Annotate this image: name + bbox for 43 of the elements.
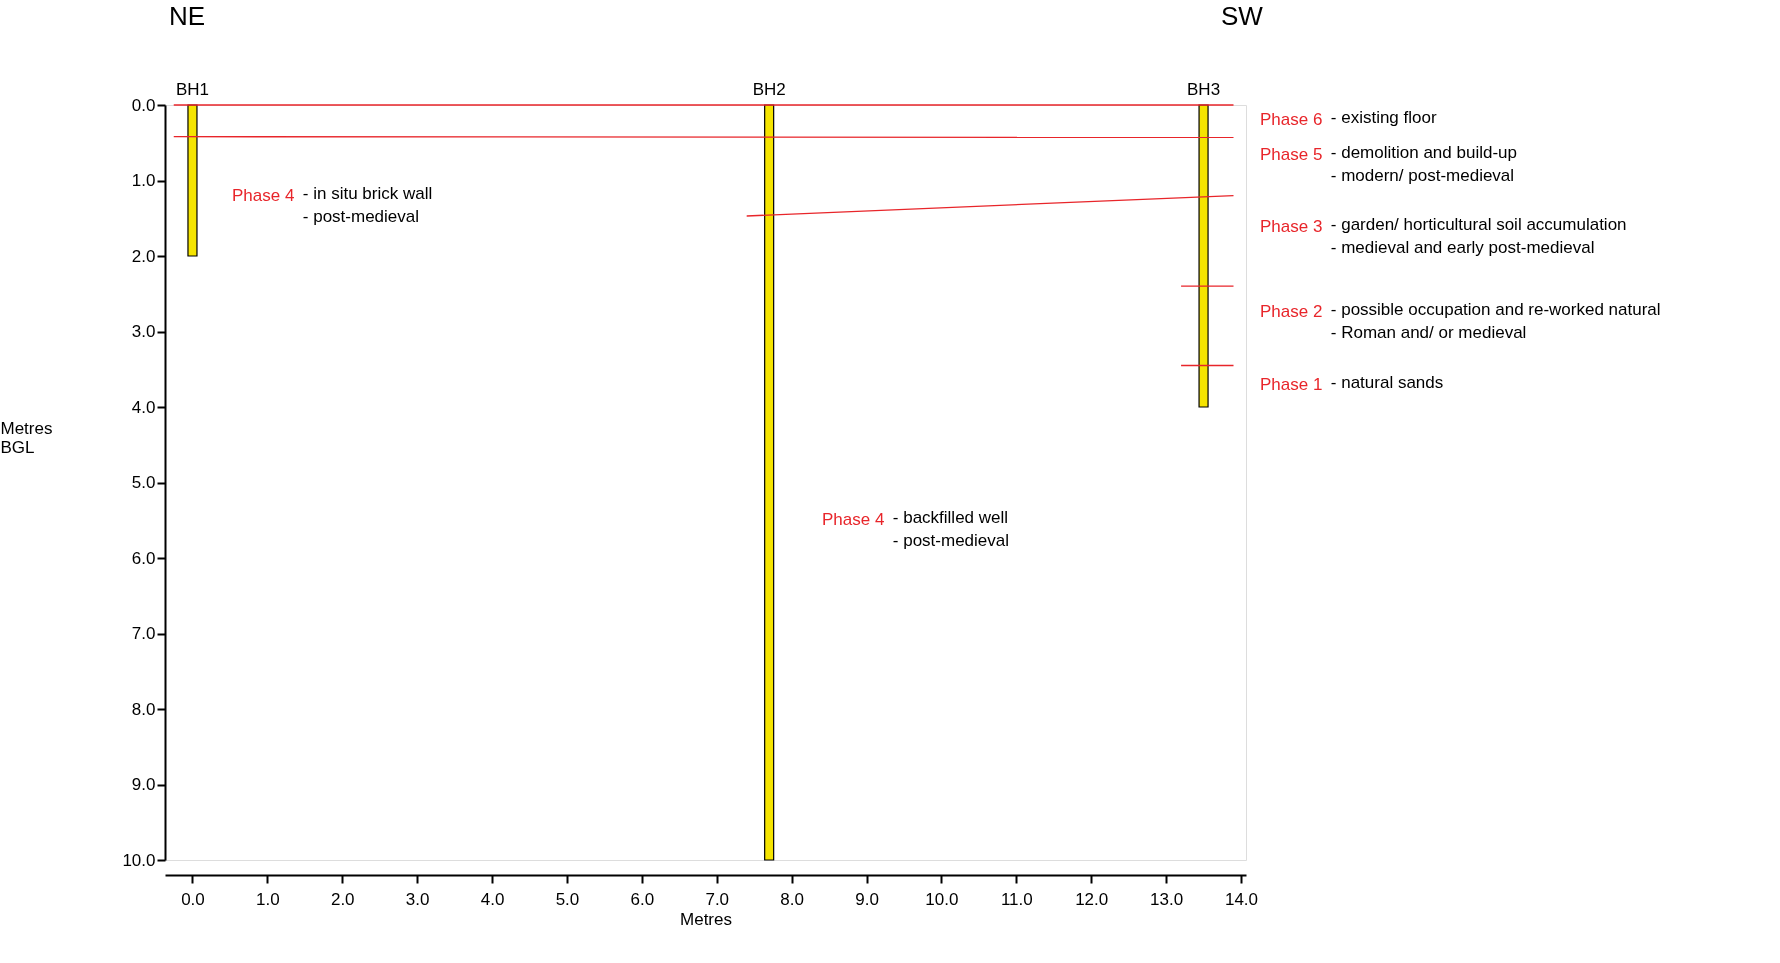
- text: Phase 6 - existing floor: [1260, 108, 1437, 129]
- x-tick-label: 4.0: [480, 889, 505, 909]
- text: Phase 2 - possible occupation and re-worked natural - Roman and/ or medieval: [1260, 300, 1661, 342]
- x-tick-label: 7.0: [705, 889, 730, 909]
- annotation: BH1: [175, 80, 210, 99]
- y-axis-title: Metres BGL: [0, 418, 53, 457]
- x-tick-label: 5.0: [555, 889, 580, 909]
- y-tick-label: 5.0: [131, 473, 156, 492]
- y-tick-label: 1.0: [131, 171, 156, 190]
- y-tick-label: 8.0: [131, 699, 156, 719]
- y-tick-label: 6.0: [131, 548, 156, 568]
- x-tick-label: 10.0: [925, 889, 959, 909]
- x-tick-label: 8.0: [780, 889, 804, 909]
- x-tick-label: 0.0: [181, 889, 205, 909]
- y-tick-label: 7.0: [131, 624, 156, 643]
- x-tick-label: 13.0: [1150, 889, 1184, 909]
- x-tick-label: 3.0: [405, 889, 430, 909]
- text: Phase 3 - garden/ horticultural soil accumulation - medieval and early post-medieval: [1260, 215, 1627, 257]
- x-tick-label: 11.0: [1000, 889, 1033, 909]
- text: Phase 5 - demolition and build-up - modern/ post-medieval: [1260, 143, 1517, 185]
- bar: [1198, 104, 1209, 408]
- y-tick-label: 3.0: [131, 322, 156, 341]
- bar: [187, 104, 198, 257]
- x-axis-title: Metres: [680, 909, 732, 929]
- annotation: Phase 4 - in situ brick wall - post-medieval: [232, 184, 433, 226]
- x-tick-label: 2.0: [330, 889, 355, 909]
- y-tick-label: 9.0: [131, 775, 156, 794]
- y-tick-label: 2.0: [131, 246, 156, 266]
- x-tick-label: 6.0: [630, 889, 655, 909]
- text: NE: [169, 1, 206, 31]
- y-tick-label: 4.0: [131, 397, 156, 417]
- y-tick-label: 0.0: [131, 95, 156, 115]
- bar: [764, 104, 775, 861]
- text: Phase 1 - natural sands: [1260, 373, 1444, 394]
- x-tick-label: 1.0: [256, 889, 280, 909]
- annotation: Phase 4 - backfilled well - post-medieval: [822, 508, 1010, 550]
- text: SW: [1221, 1, 1264, 31]
- x-tick-label: 14.0: [1224, 889, 1259, 909]
- x-tick-label: 12.0: [1075, 889, 1109, 909]
- x-tick-label: 9.0: [855, 889, 879, 909]
- annotation: BH3: [1187, 80, 1221, 99]
- y-tick-label: 10.0: [122, 850, 156, 870]
- annotation: BH2: [752, 80, 786, 99]
